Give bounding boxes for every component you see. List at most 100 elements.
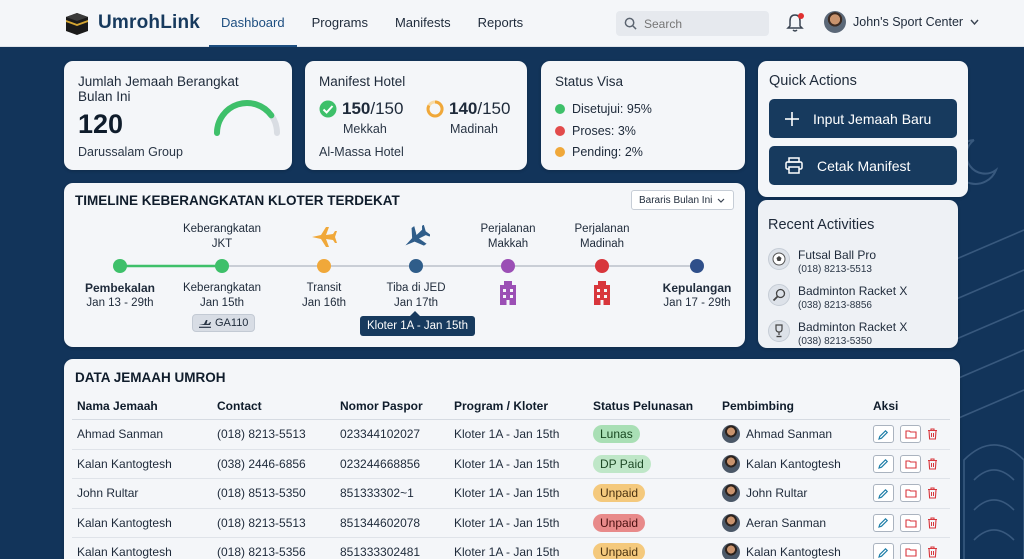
pembimbing-name: Aeran Sanman (746, 515, 827, 530)
avatar (722, 484, 740, 503)
group-name: Darussalam Group (78, 145, 183, 159)
edit-button[interactable] (873, 425, 894, 444)
plane-takeoff-icon (199, 320, 211, 328)
cell-pembimbing: Kalan Kantogtesh (717, 449, 868, 479)
activity-item[interactable]: Badminton Racket X (038) 8213-5350 (768, 320, 907, 347)
status-badge: Unpaid (593, 513, 646, 532)
pencil-icon (878, 488, 889, 499)
search-box[interactable] (616, 11, 769, 36)
pencil-icon (878, 458, 889, 470)
cell-actions (868, 508, 950, 538)
flight-badge[interactable]: GA110 (192, 314, 256, 332)
racket-icon (768, 284, 790, 306)
delete-button[interactable] (927, 487, 938, 499)
timeline-title: TIMELINE KEBERANGKATAN KLOTER TERDEKAT (75, 193, 400, 208)
nav-reports[interactable]: Reports (477, 15, 524, 30)
timeline-filter-select[interactable]: Bararis Bulan Ini (631, 190, 734, 210)
folder-button[interactable] (900, 543, 921, 559)
cell-actions (868, 537, 950, 559)
notification-badge (798, 13, 804, 19)
gauge-fill (214, 100, 275, 136)
nav-manifests[interactable]: Manifests (394, 15, 451, 30)
folder-button[interactable] (900, 484, 921, 503)
delete-button[interactable] (927, 546, 938, 558)
column-header[interactable]: Program / Kloter (449, 395, 588, 420)
timeline-dot[interactable] (690, 259, 704, 273)
edit-button[interactable] (873, 454, 894, 473)
cell-contact: (038) 2446-6856 (212, 449, 335, 479)
print-manifest-button[interactable]: Cetak Manifest (769, 146, 957, 185)
cell-kloter: Kloter 1A - Jan 15th (449, 449, 588, 479)
timeline-stop-kepulangan: Kepulangan Jan 17 - 29th (652, 281, 742, 311)
pencil-icon (878, 547, 889, 558)
table-row[interactable]: Kalan Kantogtesh (018) 8213-5356 851333302… (72, 537, 950, 559)
status-badge: Lunas (593, 425, 640, 444)
column-header[interactable]: Contact (212, 395, 335, 420)
visa-legend: Disetujui: 95% Proses: 3% Pending: 2% (555, 99, 652, 164)
folder-icon (904, 459, 917, 469)
notification-button[interactable] (786, 13, 804, 33)
nav-programs[interactable]: Programs (311, 15, 368, 30)
folder-button[interactable] (900, 454, 921, 473)
table-row[interactable]: Ahmad Sanman (018) 8213-5513 023344102027 K… (72, 419, 950, 450)
status-badge: Unpaid (593, 484, 646, 503)
chevron-down-icon (970, 19, 979, 25)
edit-button[interactable] (873, 513, 894, 532)
delete-button[interactable] (927, 458, 938, 470)
jamaah-gauge (214, 100, 280, 136)
edit-button[interactable] (873, 543, 894, 559)
timeline-stop-tiba: Tiba di JED Jan 17th (366, 281, 466, 311)
card-title: Status Visa (555, 74, 624, 89)
edit-button[interactable] (873, 484, 894, 503)
timeline-stop-keberangkatan: Keberangkatan Jan 15th (172, 281, 272, 311)
cell-kloter: Kloter 1A - Jan 15th (449, 419, 588, 450)
cell-kloter: Kloter 1A - Jan 15th (449, 537, 588, 559)
kloter-tooltip: Kloter 1A - Jan 15th (360, 311, 476, 336)
timeline-dot[interactable] (501, 259, 515, 273)
activity-item[interactable]: Badminton Racket X (038) 8213-8856 (768, 284, 907, 311)
print-manifest-label: Cetak Manifest (817, 157, 911, 174)
column-header[interactable]: Status Pelunasan (588, 395, 717, 420)
column-header[interactable]: Nama Jemaah (72, 395, 212, 420)
delete-button[interactable] (927, 428, 938, 440)
folder-button[interactable] (900, 425, 921, 444)
table-row[interactable]: Kalan Kantogtesh (038) 2446-6856 023244668… (72, 449, 950, 479)
search-input[interactable] (644, 16, 754, 31)
table-row[interactable]: John Rultar (018) 8513-5350 851333302~1 Klo… (72, 478, 950, 509)
timeline-dot[interactable] (595, 259, 609, 273)
folder-icon (904, 547, 917, 557)
folder-icon (904, 429, 917, 439)
timeline-stop-transit: Transit Jan 16th (284, 281, 364, 311)
timeline-dot[interactable] (409, 259, 423, 273)
column-header[interactable]: Aksi (868, 395, 950, 420)
activity-item[interactable]: Futsal Ball Pro (018) 8213-5513 (768, 248, 876, 275)
timeline-dot[interactable] (317, 259, 331, 273)
timeline-dot[interactable] (113, 259, 127, 273)
cell-pembimbing: John Rultar (717, 478, 868, 509)
status-dot (555, 147, 565, 157)
column-header[interactable]: Pembimbing (717, 395, 868, 420)
input-jemaah-button[interactable]: Input Jemaah Baru (769, 99, 957, 138)
mekkah-count: 150/150 (319, 99, 403, 119)
stop-date: Jan 13 - 29th (86, 297, 154, 309)
folder-icon (904, 488, 917, 498)
hotel-building-icon (500, 281, 516, 305)
folder-button[interactable] (900, 513, 921, 532)
timeline-dot[interactable] (215, 259, 229, 273)
printer-icon (785, 157, 803, 174)
pembimbing-name: Kalan Kantogtesh (746, 456, 841, 471)
column-header[interactable]: Nomor Paspor (335, 395, 449, 420)
mekkah-label: Mekkah (343, 122, 387, 136)
delete-button[interactable] (927, 517, 938, 529)
status-dot (555, 125, 565, 136)
cell-actions (868, 478, 950, 509)
cell-status: Lunas (588, 419, 717, 450)
status-badge: DP Paid (593, 454, 651, 473)
plus-icon (785, 111, 799, 126)
nav-dashboard[interactable]: Dashboard (209, 0, 297, 47)
jamaah-count: 120 (78, 109, 124, 139)
brand-logo[interactable]: UmrohLink (64, 10, 200, 36)
table-row[interactable]: Kalan Kantogtesh (018) 8213-5513 851344602… (72, 508, 950, 538)
activity-phone: (038) 8213-8856 (798, 300, 872, 311)
user-menu[interactable]: John's Sport Center (824, 11, 979, 33)
